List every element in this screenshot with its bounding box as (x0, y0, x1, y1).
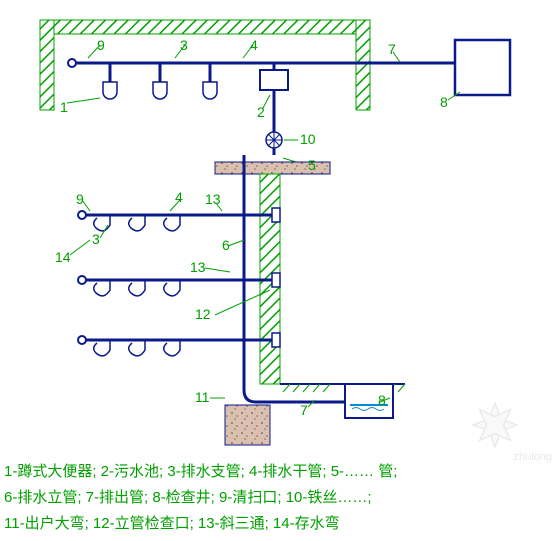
squat-pans (103, 82, 217, 99)
legend-line-2: 6-排水立管; 7-排出管; 8-检查井; 9-清扫口; 10-铁丝……; (4, 486, 372, 510)
label-10: 10 (300, 132, 316, 146)
label-7: 7 (388, 42, 396, 56)
label-8: 8 (440, 95, 448, 109)
vent-cap (266, 132, 282, 148)
plan-branches (110, 63, 210, 82)
label-s13b: 13 (190, 260, 206, 274)
diagram-canvas: 1 9 3 4 2 7 8 10 5 9 4 13 3 14 6 13 12 1… (0, 0, 560, 541)
label-s9: 9 (76, 192, 84, 206)
legend-line-3: 11-出户大弯; 12-立管检查口; 13-斜三通; 14-存水弯 (4, 512, 340, 536)
label-2: 2 (257, 105, 265, 119)
cleanout-top (68, 59, 76, 67)
manhole-top (455, 40, 510, 95)
legend-line-1: 1-蹲式大便器; 2-污水池; 3-排水支管; 4-排水干管; 5-…… 管; (4, 460, 397, 484)
watermark-icon (464, 394, 526, 456)
label-s6: 6 (222, 238, 230, 252)
sink-box (260, 70, 288, 90)
label-s14: 14 (55, 250, 71, 264)
footing (225, 405, 270, 445)
label-s12: 12 (195, 307, 211, 321)
label-1: 1 (60, 100, 68, 114)
watermark-text: zhulong (513, 451, 552, 463)
label-9: 9 (97, 38, 105, 52)
label-4: 4 (250, 38, 258, 52)
big-bend (244, 390, 336, 402)
label-s13: 13 (205, 192, 221, 206)
label-5: 5 (308, 158, 316, 172)
label-3: 3 (180, 38, 188, 52)
label-s11: 11 (195, 390, 210, 404)
label-s8: 8 (378, 393, 386, 407)
label-s4: 4 (175, 190, 183, 204)
label-s3: 3 (92, 232, 100, 246)
label-s7: 7 (300, 403, 308, 417)
